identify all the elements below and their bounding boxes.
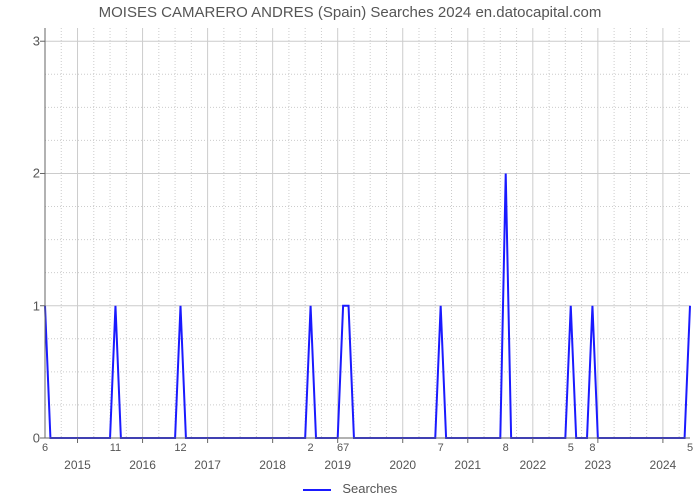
y-tick-label: 3 [5, 34, 40, 49]
x-minor-label: 67 [337, 442, 349, 454]
plot-area [45, 28, 690, 438]
x-major-label: 2020 [389, 458, 416, 472]
x-minor-label: 5 [568, 442, 574, 454]
legend-label: Searches [342, 481, 397, 496]
x-minor-label: 11 [110, 442, 121, 454]
chart-title: MOISES CAMARERO ANDRES (Spain) Searches … [0, 4, 700, 21]
legend: Searches [0, 481, 700, 496]
x-minor-label: 6 [42, 442, 48, 454]
x-major-label: 2019 [324, 458, 351, 472]
x-major-label: 2021 [454, 458, 481, 472]
x-minor-label: 7 [438, 442, 444, 454]
x-major-label: 2018 [259, 458, 286, 472]
x-major-label: 2016 [129, 458, 156, 472]
x-major-label: 2015 [64, 458, 91, 472]
x-minor-label: 2 [308, 442, 314, 454]
line-chart: MOISES CAMARERO ANDRES (Spain) Searches … [0, 0, 700, 500]
x-major-label: 2022 [519, 458, 546, 472]
x-minor-label: 8 [503, 442, 509, 454]
y-tick-label: 0 [5, 431, 40, 446]
x-minor-label: 5 [687, 442, 693, 454]
x-major-label: 2024 [650, 458, 677, 472]
x-minor-label: 8 [589, 442, 595, 454]
x-minor-label: 12 [174, 442, 186, 454]
legend-line-icon [303, 489, 331, 491]
y-tick-label: 2 [5, 166, 40, 181]
x-major-label: 2017 [194, 458, 221, 472]
y-tick-label: 1 [5, 298, 40, 313]
x-major-label: 2023 [584, 458, 611, 472]
plot-svg [45, 28, 690, 438]
